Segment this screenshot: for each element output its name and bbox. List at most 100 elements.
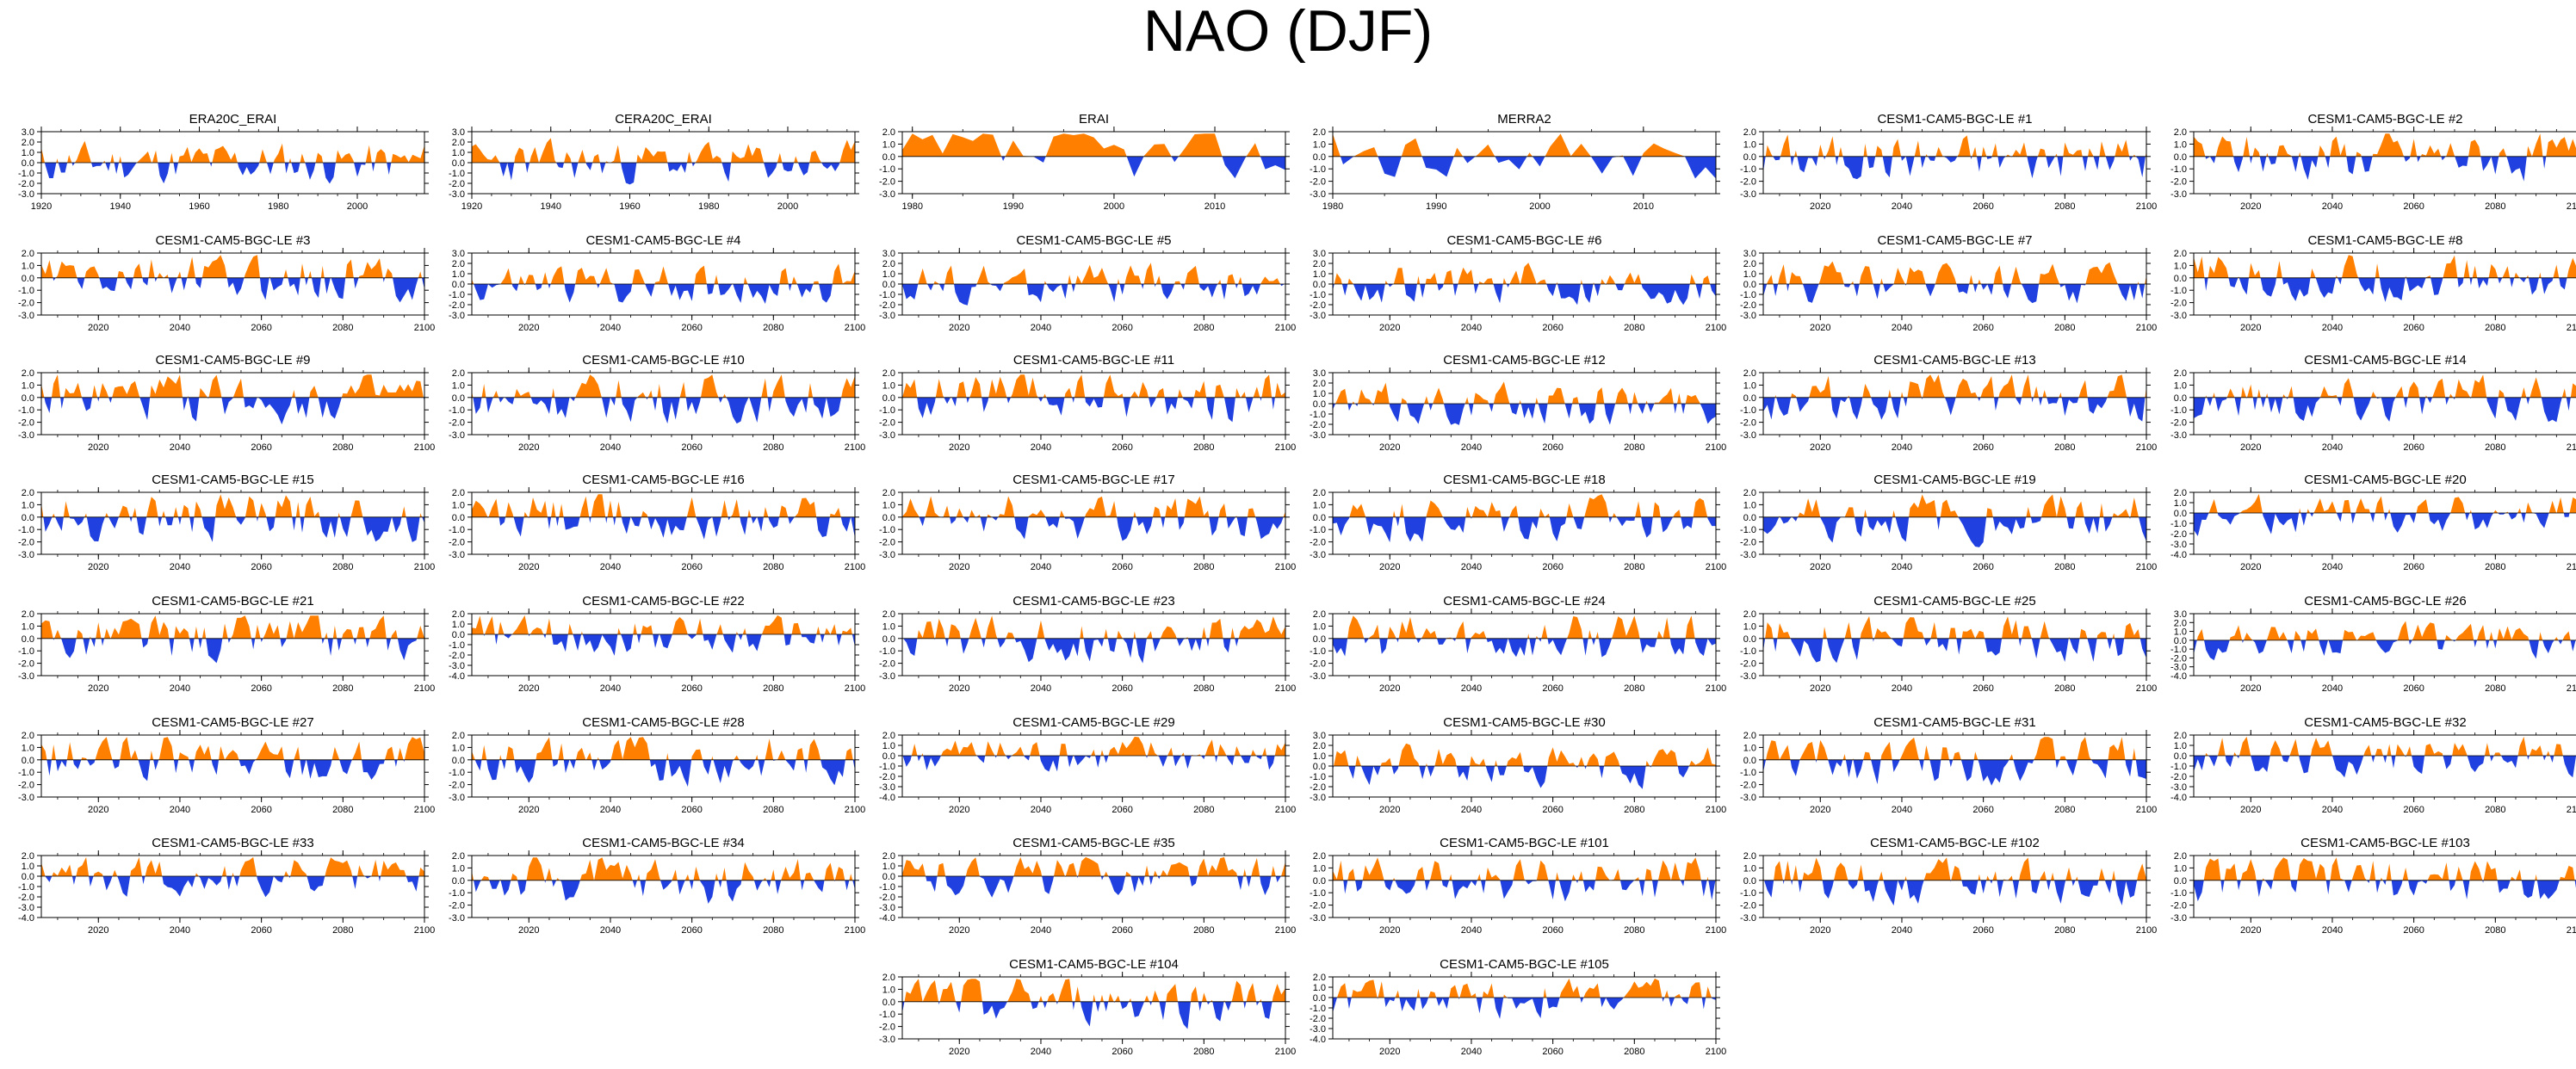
- x-tick-label: 1960: [189, 201, 209, 212]
- y-tick-label: 1.0: [1743, 863, 1756, 874]
- nao-panel-28: 2020 2040 2060 2080 2100 2.01.0 0.0-1.0 -2.0-3.…: [1310, 594, 1726, 694]
- x-tick-label: 2010: [1633, 201, 1654, 212]
- panel-title: CESM1-CAM5-BGC-LE #101: [1440, 836, 1609, 850]
- x-tick-label: 2060: [1542, 323, 1563, 333]
- y-tick-label: 0.0: [2174, 751, 2187, 762]
- y-tick-label: -2.0: [18, 781, 34, 791]
- panel-title: CESM1-CAM5-BGC-LE #10: [582, 353, 744, 368]
- y-tick-label: 2.0: [452, 259, 465, 269]
- panel-title: CESM1-CAM5-BGC-LE #4: [585, 233, 740, 248]
- y-tick-label: 0.0: [2174, 393, 2187, 404]
- nao-panel-3: 1980 1990 2000 2010 2.01.0 0.0-1.0 -2.0-3.0 ERA…: [879, 112, 1290, 212]
- positive-area: [472, 857, 853, 881]
- x-tick-label: 2100: [2567, 442, 2576, 453]
- x-tick-label: 2100: [2567, 201, 2576, 212]
- negative-area: [2194, 880, 2576, 902]
- y-tick-label: 0.0: [452, 513, 465, 523]
- y-tick-label: -2.0: [449, 901, 465, 911]
- positive-area: [918, 263, 1285, 284]
- plot-frame: [1762, 131, 2147, 195]
- panel-title: CERA20C_ERAI: [615, 112, 712, 127]
- y-tick-label: 1.0: [882, 269, 895, 280]
- y-tick-label: -2.0: [1740, 418, 1756, 429]
- plot-frame: [40, 734, 425, 798]
- positive-area: [1333, 857, 1716, 881]
- nao-panel-5: 2020 2040 2060 2080 2100 2.01.0 0.0-1.0 -2.0-3.…: [1740, 112, 2157, 212]
- panel-title: CESM1-CAM5-BGC-LE #104: [1009, 957, 1179, 972]
- y-tick-label: 1.0: [1313, 500, 1326, 510]
- negative-area: [44, 163, 392, 184]
- y-tick-label: 1.0: [22, 862, 34, 872]
- y-tick-label: 2.0: [1313, 609, 1326, 620]
- plot-frame: [2193, 252, 2576, 316]
- y-tick-label: 1.0: [1313, 983, 1326, 993]
- negative-area: [473, 397, 842, 424]
- positive-area: [1766, 737, 2136, 760]
- y-tick-label: 2.0: [22, 488, 34, 498]
- x-tick-label: 2040: [1031, 1047, 1051, 1057]
- x-tick-label: 2060: [2403, 201, 2424, 212]
- y-tick-label: 2.0: [2174, 127, 2187, 138]
- plot-frame: [1762, 613, 2147, 677]
- negative-area: [1343, 880, 1716, 902]
- x-tick-label: 2080: [2054, 323, 2075, 333]
- y-tick-label: 0.0: [1313, 399, 1326, 410]
- x-tick-label: 2060: [1112, 323, 1132, 333]
- x-tick-label: 2080: [763, 925, 783, 936]
- x-tick-label: 2060: [251, 683, 271, 694]
- x-tick-label: 2060: [2403, 925, 2424, 936]
- y-tick-label: 1.0: [452, 269, 465, 280]
- y-tick-label: -1.0: [1310, 646, 1326, 657]
- plot-frame: [471, 855, 856, 918]
- negative-area: [1340, 156, 1716, 179]
- y-tick-label: 2.0: [1743, 851, 1756, 862]
- panel-title: CESM1-CAM5-BGC-LE #21: [152, 594, 313, 609]
- y-tick-label: 0.0: [1313, 152, 1326, 163]
- y-tick-label: 0.0: [2174, 636, 2187, 646]
- panel-title: CESM1-CAM5-BGC-LE #102: [1870, 836, 2040, 850]
- x-tick-label: 2100: [845, 683, 865, 694]
- nao-panel-8: 2020 2040 2060 2080 2100 3.02.01.00.0-1.0-2.0…: [449, 233, 865, 333]
- plot-frame: [40, 252, 425, 316]
- nao-panel-14: 2020 2040 2060 2080 2100 2.01.0 0.0-1.0 -2.0-3.…: [449, 353, 865, 453]
- plot-frame: [1332, 855, 1717, 918]
- x-tick-label: 2020: [949, 683, 969, 694]
- y-tick-label: -2.0: [18, 659, 34, 670]
- y-tick-label: 3.0: [452, 249, 465, 259]
- y-tick-label: -3.0: [879, 430, 895, 441]
- y-tick-label: 1.0: [882, 621, 895, 632]
- panel-title: CESM1-CAM5-BGC-LE #26: [2304, 594, 2466, 609]
- nao-panel-13: 2020 2040 2060 2080 2100 2.01.0 0.0-1.0 -2.0-3.…: [18, 353, 435, 453]
- nao-panel-43: 2020 2040 2060 2080 2100 2.0 1.0 0.0 -1.0 -2.0 -3.…: [879, 957, 1296, 1057]
- nao-panel-41: 2020 2040 2060 2080 2100 2.01.0 0.0-1.0 -2.0 -3.…: [1740, 836, 2157, 936]
- nao-panel-44: 2020 2040 2060 2080 2100 2.01.00.0-1.0-2.0-3.…: [1310, 957, 1726, 1057]
- positive-area: [2208, 493, 2576, 513]
- x-tick-label: 2060: [1112, 925, 1132, 936]
- negative-area: [2194, 397, 2571, 423]
- x-tick-label: 2080: [1193, 805, 1214, 815]
- y-tick-label: 0.0: [452, 158, 465, 169]
- y-tick-label: 0.0: [1743, 152, 1756, 163]
- panel-title: CESM1-CAM5-BGC-LE #30: [1443, 715, 1605, 730]
- y-tick-label: -3.0: [1740, 793, 1756, 803]
- x-tick-label: 2060: [681, 683, 702, 694]
- negative-area: [474, 759, 855, 787]
- positive-area: [1763, 857, 2146, 881]
- y-tick-label: -1.0: [449, 888, 465, 899]
- nao-panel-22: 2020 2040 2060 2080 2100 2.0 1.0 0.0 -1.0 -2.0 -3.…: [1310, 473, 1726, 572]
- x-tick-label: 2020: [2240, 323, 2261, 333]
- x-tick-label: 2080: [2485, 562, 2505, 572]
- x-tick-label: 2020: [518, 805, 539, 815]
- y-tick-label: 3.0: [1743, 249, 1756, 259]
- y-tick-label: 0.0: [22, 393, 34, 404]
- x-tick-label: 2080: [1193, 323, 1214, 333]
- nao-panel-29: 2020 2040 2060 2080 2100 2.01.0 0.0-1.0 -2.0-3.…: [1740, 594, 2157, 694]
- nao-panel-6: 2020 2040 2060 2080 2100 2.01.0 0.0-1.0 -2.0-3.…: [2170, 112, 2576, 212]
- negative-area: [902, 397, 1275, 423]
- y-tick-label: 1.0: [882, 139, 895, 150]
- y-tick-label: -2.0: [1740, 781, 1756, 791]
- panel-title: CESM1-CAM5-BGC-LE #11: [1013, 353, 1174, 368]
- panel-title: CESM1-CAM5-BGC-LE #15: [152, 473, 313, 487]
- y-tick-label: -1.0: [2170, 164, 2187, 175]
- panel-title: CESM1-CAM5-BGC-LE #31: [1873, 715, 2035, 730]
